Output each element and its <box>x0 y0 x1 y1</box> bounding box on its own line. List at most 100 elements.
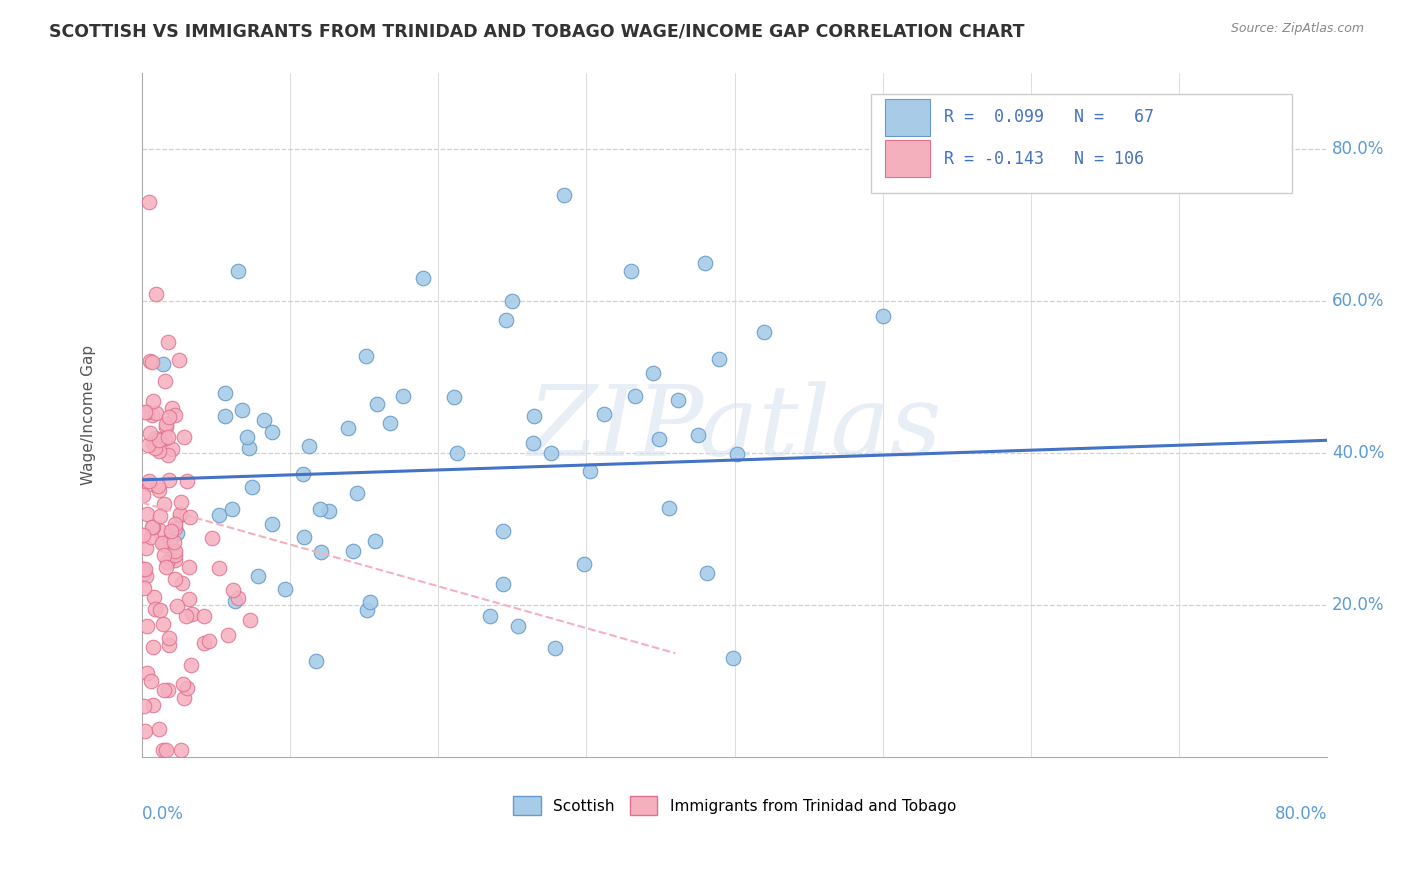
Point <box>160 524 183 539</box>
Point <box>643 366 665 380</box>
Point <box>392 389 415 403</box>
Point <box>226 264 249 278</box>
Point <box>134 562 156 576</box>
Point <box>658 501 681 516</box>
Point <box>157 335 180 350</box>
Point <box>134 405 156 419</box>
Point <box>163 544 186 558</box>
Point <box>247 569 270 583</box>
Point <box>143 590 166 604</box>
Point <box>221 502 243 516</box>
Point <box>193 609 215 624</box>
Point <box>152 617 174 632</box>
Point <box>688 427 710 442</box>
Point <box>163 572 186 586</box>
Point <box>152 548 174 562</box>
Point <box>366 397 388 411</box>
Point <box>139 425 162 440</box>
Point <box>157 638 180 652</box>
Point <box>170 495 193 509</box>
Point <box>157 410 180 425</box>
Point <box>148 723 170 737</box>
Point <box>872 310 894 324</box>
Point <box>492 524 515 538</box>
Point <box>145 406 167 420</box>
Point <box>132 488 155 502</box>
Point <box>292 530 315 544</box>
Point <box>160 442 183 457</box>
Point <box>166 599 188 614</box>
Point <box>231 403 253 417</box>
Point <box>506 618 529 632</box>
Point <box>155 743 177 757</box>
Text: 80.0%: 80.0% <box>1331 140 1384 158</box>
Point <box>136 508 159 522</box>
Point <box>148 433 170 447</box>
Point <box>214 409 236 424</box>
Point <box>239 614 262 628</box>
Point <box>169 507 191 521</box>
Point <box>132 581 155 595</box>
Point <box>135 404 157 418</box>
Point <box>443 390 465 404</box>
Point <box>157 683 180 698</box>
Point <box>346 486 368 500</box>
Point <box>155 560 177 574</box>
Point <box>721 651 744 665</box>
Point <box>156 430 179 444</box>
Point <box>725 447 748 461</box>
Point <box>492 577 515 591</box>
Point <box>141 530 163 544</box>
Point <box>446 446 468 460</box>
Point <box>240 481 263 495</box>
Point <box>693 256 716 270</box>
Text: 0.0%: 0.0% <box>142 805 184 823</box>
Point <box>143 601 166 615</box>
Point <box>262 425 284 439</box>
Point <box>149 603 172 617</box>
Point <box>522 435 544 450</box>
Point <box>163 521 186 535</box>
Point <box>173 690 195 705</box>
Bar <box>886 140 931 178</box>
Point <box>132 566 155 581</box>
Point <box>139 354 162 368</box>
Point <box>359 595 381 609</box>
Point <box>142 698 165 712</box>
Point <box>253 413 276 427</box>
Point <box>138 195 160 210</box>
Point <box>152 358 174 372</box>
Point <box>155 375 177 389</box>
Point <box>163 553 186 567</box>
Point <box>141 519 163 533</box>
Point <box>143 441 166 455</box>
Point <box>1049 157 1071 171</box>
Point <box>150 536 173 550</box>
Point <box>136 665 159 680</box>
Text: 60.0%: 60.0% <box>1331 292 1384 310</box>
Point <box>146 479 169 493</box>
Point <box>135 541 157 555</box>
Point <box>364 533 387 548</box>
Point <box>217 628 239 642</box>
Point <box>222 583 245 598</box>
Point <box>163 548 186 562</box>
Point <box>148 483 170 497</box>
Point <box>135 569 157 583</box>
Point <box>201 531 224 545</box>
Text: Wage/Income Gap: Wage/Income Gap <box>82 345 96 485</box>
Point <box>238 441 260 455</box>
Point <box>148 444 170 458</box>
Point <box>132 528 155 542</box>
Point <box>155 419 177 434</box>
Point <box>540 445 562 459</box>
FancyBboxPatch shape <box>870 94 1292 193</box>
Point <box>172 677 194 691</box>
Point <box>167 353 190 368</box>
Point <box>170 575 193 590</box>
Point <box>553 187 575 202</box>
Point <box>593 407 616 421</box>
Point <box>342 544 364 558</box>
Point <box>176 474 198 488</box>
Legend: Scottish, Immigrants from Trinidad and Tobago: Scottish, Immigrants from Trinidad and T… <box>513 797 956 814</box>
